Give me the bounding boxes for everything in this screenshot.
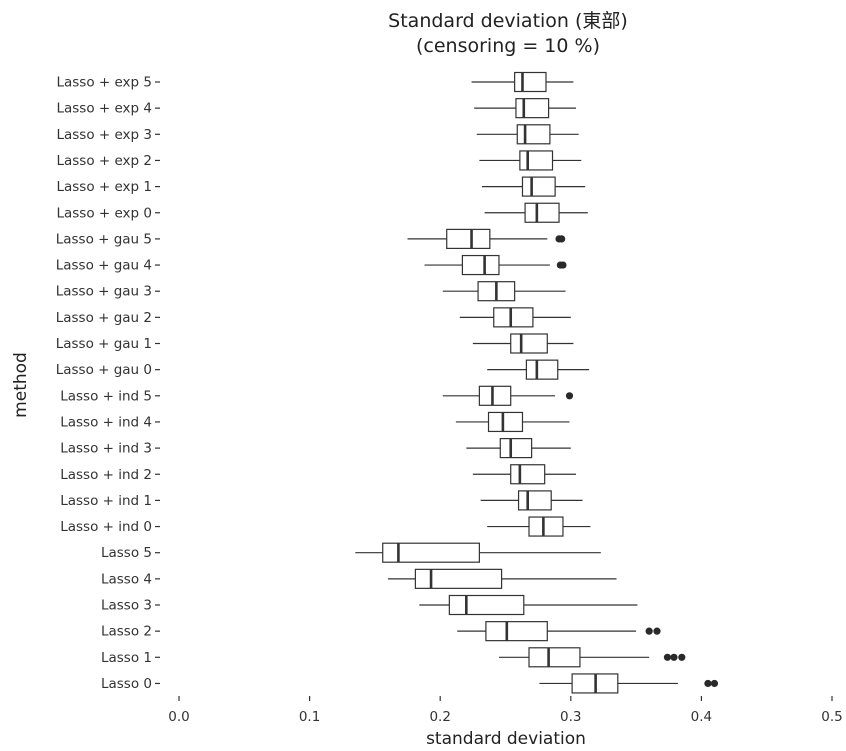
x-tick-label: 0.3 (560, 709, 581, 725)
outlier-point (670, 653, 678, 661)
outlier-point (565, 392, 574, 400)
x-axis-title: standard deviation (426, 729, 586, 749)
y-tick-label: Lasso 3 (101, 598, 152, 614)
x-tick-label: 0.0 (168, 709, 189, 725)
box-iqr (524, 202, 560, 223)
box-iqr (510, 464, 546, 485)
box-iqr (487, 411, 524, 433)
box-iqr (485, 621, 548, 642)
y-tick-label: Lasso + ind 3 (60, 441, 152, 457)
outlier-point (559, 261, 567, 269)
box-iqr (448, 594, 525, 616)
box-iqr (493, 307, 534, 328)
box-iqr (461, 254, 500, 276)
outlier-point (558, 235, 566, 243)
box-iqr (514, 71, 547, 93)
box-iqr (516, 124, 551, 145)
outlier-point (704, 679, 712, 688)
box-iqr (382, 542, 480, 563)
x-tick-label: 0.1 (299, 709, 320, 725)
y-tick-label: Lasso + exp 1 (56, 179, 152, 195)
y-tick-label: Lasso + gau 0 (56, 362, 152, 378)
y-tick-label: Lasso 2 (101, 624, 152, 640)
outlier-point (645, 627, 653, 635)
plot-area: Lasso + exp 5 Lasso + exp 4 Lasso + exp 3 L… (56, 71, 843, 725)
x-tick-label: 0.4 (691, 709, 712, 725)
y-tick-label: Lasso + gau 1 (56, 336, 152, 352)
outlier-point (710, 679, 719, 688)
y-tick-label: Lasso + ind 2 (60, 467, 152, 483)
y-tick-label: Lasso + gau 4 (56, 258, 152, 274)
chart-title: Standard deviation (東部) (388, 10, 628, 32)
outlier-point (653, 627, 661, 635)
y-tick-label: Lasso 1 (101, 650, 152, 666)
y-tick-label: Lasso + ind 4 (60, 414, 152, 430)
y-tick-label: Lasso + exp 2 (56, 153, 152, 169)
y-tick-label: Lasso 4 (101, 571, 152, 587)
box-iqr (446, 228, 491, 249)
box-iqr (499, 438, 533, 459)
y-tick-label: Lasso 0 (101, 676, 152, 692)
box-iqr (517, 490, 552, 511)
y-tick-label: Lasso + ind 1 (60, 493, 152, 509)
y-tick-label: Lasso + gau 5 (56, 231, 152, 247)
x-tick-label: 0.2 (429, 709, 450, 725)
outlier-point (678, 653, 686, 661)
y-tick-label: Lasso 5 (101, 545, 152, 561)
y-axis-title: method (11, 352, 31, 418)
box-iqr (521, 176, 556, 197)
box-iqr (528, 647, 581, 668)
box-iqr (525, 359, 559, 380)
chart-subtitle: (censoring = 10 %) (416, 35, 600, 57)
y-tick-label: Lasso + exp 0 (56, 205, 152, 221)
y-tick-label: Lasso + exp 3 (56, 127, 152, 143)
box-iqr (510, 333, 548, 354)
y-tick-label: Lasso + ind 5 (60, 388, 152, 404)
box-iqr (528, 516, 564, 537)
x-tick-label: 0.5 (821, 709, 842, 725)
outlier-point (663, 653, 672, 661)
y-tick-label: Lasso + exp 4 (56, 101, 152, 117)
box-iqr (414, 568, 503, 589)
y-tick-label: Lasso + ind 0 (60, 519, 152, 535)
y-tick-label: Lasso + gau 3 (56, 284, 152, 300)
box-iqr (515, 98, 550, 119)
box-iqr (519, 150, 554, 171)
box-iqr (478, 385, 512, 406)
y-tick-label: Lasso + exp 5 (56, 75, 152, 91)
y-tick-label: Lasso + gau 2 (56, 310, 152, 326)
